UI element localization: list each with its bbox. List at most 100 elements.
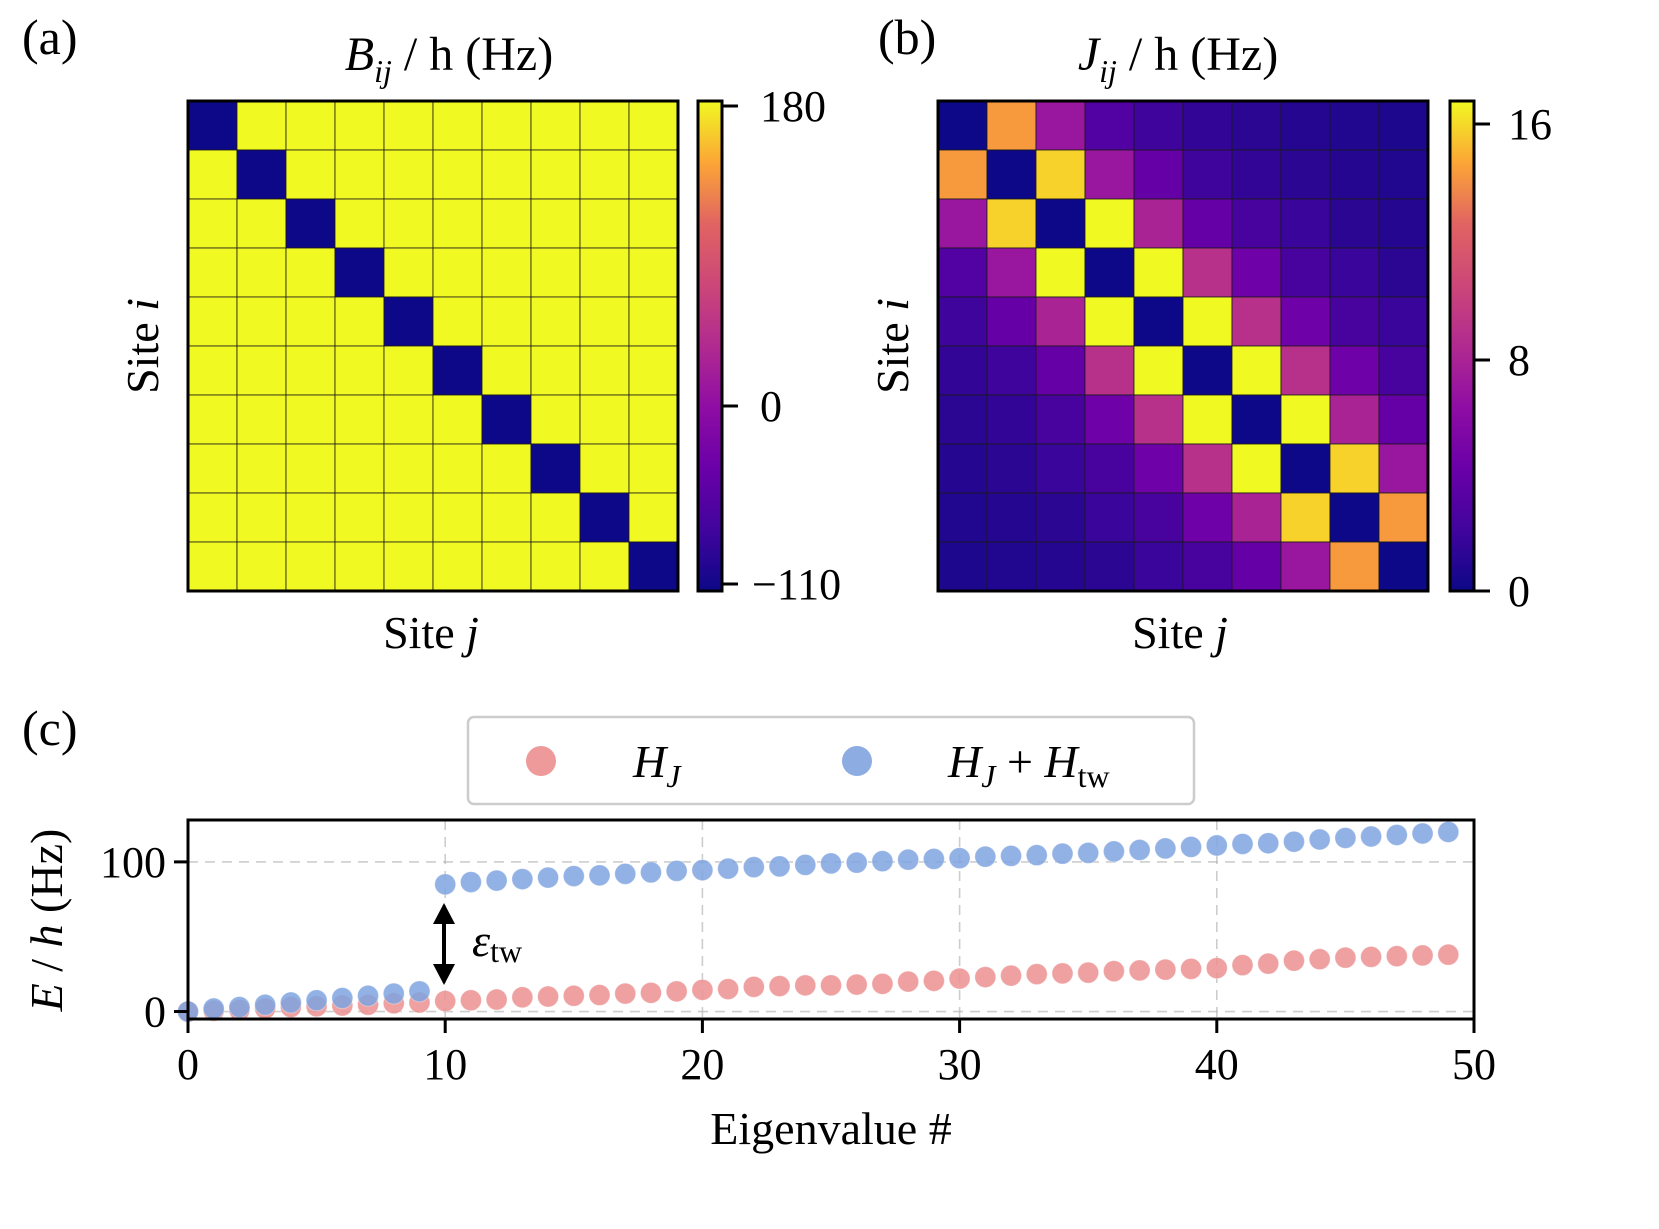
heatmap-b-cell-3-9 bbox=[1378, 247, 1429, 298]
heatmap-b-cell-5-9 bbox=[1378, 345, 1429, 396]
point-s0-16 bbox=[588, 984, 611, 1007]
heatmap-b-cell-4-1 bbox=[986, 296, 1037, 347]
heatmap-a-cell-7-8 bbox=[579, 443, 630, 494]
point-s1-26 bbox=[845, 851, 868, 874]
heatmap-b-cell-4-0 bbox=[937, 296, 988, 347]
heatmap-a-cell-6-1 bbox=[236, 394, 287, 445]
point-s1-10 bbox=[434, 873, 457, 896]
point-s0-17 bbox=[614, 982, 637, 1005]
heatmap-b-cell-0-2 bbox=[1035, 100, 1086, 151]
heatmap-a-cell-5-3 bbox=[334, 345, 385, 396]
heatmap-a-cell-2-1 bbox=[236, 198, 287, 249]
heatmap-b-cell-7-1 bbox=[986, 443, 1037, 494]
heatmap-b-cell-8-4 bbox=[1133, 492, 1184, 543]
heatmap-b-cell-2-6 bbox=[1231, 198, 1282, 249]
heatmap-a-cell-9-3 bbox=[334, 541, 385, 592]
heatmap-a-cell-3-7 bbox=[530, 247, 581, 298]
panel-b-title: Jij / h (Hz) bbox=[1078, 28, 1278, 89]
panel-a-title: Bij / h (Hz) bbox=[345, 28, 553, 89]
heatmap-b-cell-7-7 bbox=[1280, 443, 1331, 494]
heatmap-b-cell-7-2 bbox=[1035, 443, 1086, 494]
heatmap-a-cell-9-4 bbox=[383, 541, 434, 592]
heatmap-b-cell-5-4 bbox=[1133, 345, 1184, 396]
gap-arrow-head-top bbox=[433, 903, 455, 924]
point-s1-17 bbox=[614, 862, 637, 885]
panel-c: HJ HJ + Htw 0 10 20 30 40 50 0 100 εtw Eigenval… bbox=[21, 715, 1496, 1154]
scatter-grid bbox=[188, 820, 1474, 1019]
heatmap-a-cell-7-6 bbox=[481, 443, 532, 494]
point-s0-21 bbox=[717, 978, 740, 1001]
heatmap-a-cell-4-1 bbox=[236, 296, 287, 347]
heatmap-b-cell-2-2 bbox=[1035, 198, 1086, 249]
heatmap-b-cell-4-2 bbox=[1035, 296, 1086, 347]
heatmap-a-cell-2-4 bbox=[383, 198, 434, 249]
heatmap-b-cell-6-5 bbox=[1182, 394, 1233, 445]
heatmap-a-cell-7-2 bbox=[285, 443, 336, 494]
heatmap-b-cell-5-6 bbox=[1231, 345, 1282, 396]
ytick-label-100: 100 bbox=[100, 838, 166, 887]
colorbar-a: 180 0 −110 bbox=[696, 82, 841, 609]
heatmap-b-cell-9-8 bbox=[1329, 541, 1380, 592]
heatmap-a-cell-2-2 bbox=[285, 198, 336, 249]
point-s1-12 bbox=[485, 869, 508, 892]
heatmap-b-cell-1-1 bbox=[986, 149, 1037, 200]
heatmap-b-cell-1-5 bbox=[1182, 149, 1233, 200]
heatmap-a-cell-8-4 bbox=[383, 492, 434, 543]
heatmap-a-cell-8-1 bbox=[236, 492, 287, 543]
heatmap-a-cell-1-2 bbox=[285, 149, 336, 200]
heatmap-a-cell-9-0 bbox=[187, 541, 238, 592]
heatmap-b-cell-8-8 bbox=[1329, 492, 1380, 543]
point-s1-41 bbox=[1231, 832, 1254, 855]
point-s1-34 bbox=[1051, 842, 1074, 865]
heatmap-b-cell-3-1 bbox=[986, 247, 1037, 298]
heatmap-a-ylabel: Site i bbox=[117, 298, 168, 394]
point-s1-22 bbox=[742, 856, 765, 879]
heatmap-a-cell-3-8 bbox=[579, 247, 630, 298]
heatmap-a-cell-4-2 bbox=[285, 296, 336, 347]
point-s1-40 bbox=[1205, 834, 1228, 857]
heatmap-a-cell-4-8 bbox=[579, 296, 630, 347]
heatmap-b-cell-2-8 bbox=[1329, 198, 1380, 249]
heatmap-b-cell-8-9 bbox=[1378, 492, 1429, 543]
point-s1-32 bbox=[1000, 844, 1023, 867]
heatmap-a-cell-4-6 bbox=[481, 296, 532, 347]
colorbar-b: 16 8 0 bbox=[1448, 99, 1552, 616]
heatmap-b-cell-5-3 bbox=[1084, 345, 1135, 396]
colorbar-a-tick-0: 0 bbox=[760, 382, 782, 431]
point-s1-7 bbox=[357, 984, 380, 1007]
point-s0-22 bbox=[742, 975, 765, 998]
heatmap-a-cell-1-6 bbox=[481, 149, 532, 200]
point-s0-12 bbox=[485, 988, 508, 1011]
heatmap-a-cell-8-5 bbox=[432, 492, 483, 543]
heatmap-b-cell-8-6 bbox=[1231, 492, 1282, 543]
heatmap-b-cell-4-7 bbox=[1280, 296, 1331, 347]
heatmap-b-cell-6-3 bbox=[1084, 394, 1135, 445]
point-s0-19 bbox=[665, 980, 688, 1003]
point-s1-37 bbox=[1128, 838, 1151, 861]
point-s1-27 bbox=[871, 850, 894, 873]
point-s0-48 bbox=[1411, 944, 1434, 967]
xtick-label-10: 10 bbox=[423, 1040, 467, 1089]
scatter-points bbox=[177, 820, 1460, 1023]
heatmap-a-cell-2-9 bbox=[628, 198, 679, 249]
heatmap-a-cell-8-2 bbox=[285, 492, 336, 543]
heatmap-b-cell-4-5 bbox=[1182, 296, 1233, 347]
panel-c-letter: (c) bbox=[22, 700, 78, 756]
legend-label-HJ-tw: HJ + Htw bbox=[947, 736, 1110, 794]
heatmap-a-cell-0-8 bbox=[579, 100, 630, 151]
point-s1-24 bbox=[794, 853, 817, 876]
point-s1-33 bbox=[1025, 844, 1048, 867]
heatmap-b-cell-6-2 bbox=[1035, 394, 1086, 445]
heatmap-a-cell-1-7 bbox=[530, 149, 581, 200]
point-s0-26 bbox=[845, 973, 868, 996]
heatmap-a-cell-6-6 bbox=[481, 394, 532, 445]
heatmap-a-cell-5-4 bbox=[383, 345, 434, 396]
heatmap-a-cell-0-0 bbox=[187, 100, 238, 151]
heatmap-a-cell-1-3 bbox=[334, 149, 385, 200]
heatmap-a-cell-2-7 bbox=[530, 198, 581, 249]
legend-marker-HJ-tw bbox=[842, 746, 872, 776]
point-s1-19 bbox=[665, 859, 688, 882]
heatmap-b-cell-7-0 bbox=[937, 443, 988, 494]
point-s0-23 bbox=[768, 975, 791, 998]
heatmap-b-cell-7-9 bbox=[1378, 443, 1429, 494]
